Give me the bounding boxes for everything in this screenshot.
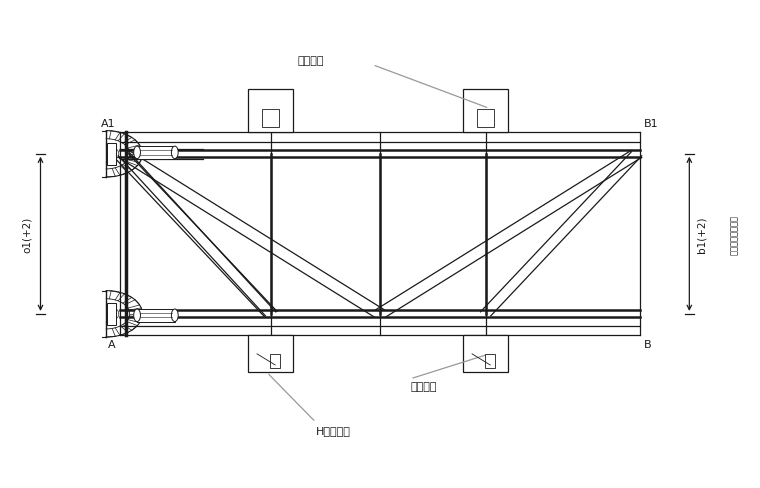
Text: A: A xyxy=(109,340,116,349)
Bar xyxy=(137,309,175,322)
Bar xyxy=(107,304,116,325)
Ellipse shape xyxy=(172,147,178,159)
Text: B1: B1 xyxy=(644,119,659,129)
Text: o1(+2): o1(+2) xyxy=(21,216,31,252)
Text: H型钢垫件: H型钢垫件 xyxy=(316,425,351,435)
Bar xyxy=(485,354,495,368)
Ellipse shape xyxy=(134,147,141,159)
Bar xyxy=(270,354,280,368)
Bar xyxy=(248,90,293,133)
Bar xyxy=(463,90,508,133)
Text: 固定挡块: 固定挡块 xyxy=(297,56,324,66)
Text: 固定楔子: 固定楔子 xyxy=(410,382,437,391)
Ellipse shape xyxy=(134,309,141,322)
Bar xyxy=(477,110,494,128)
Ellipse shape xyxy=(172,309,178,322)
Text: b1(+2): b1(+2) xyxy=(697,216,707,253)
Text: B: B xyxy=(644,340,651,349)
Bar xyxy=(463,336,508,372)
Text: A1: A1 xyxy=(101,119,116,129)
Bar xyxy=(107,143,116,165)
Bar xyxy=(262,110,279,128)
Text: 保证钢簋中心距离: 保证钢簋中心距离 xyxy=(730,214,739,254)
Bar xyxy=(248,336,293,372)
Bar xyxy=(137,147,175,159)
